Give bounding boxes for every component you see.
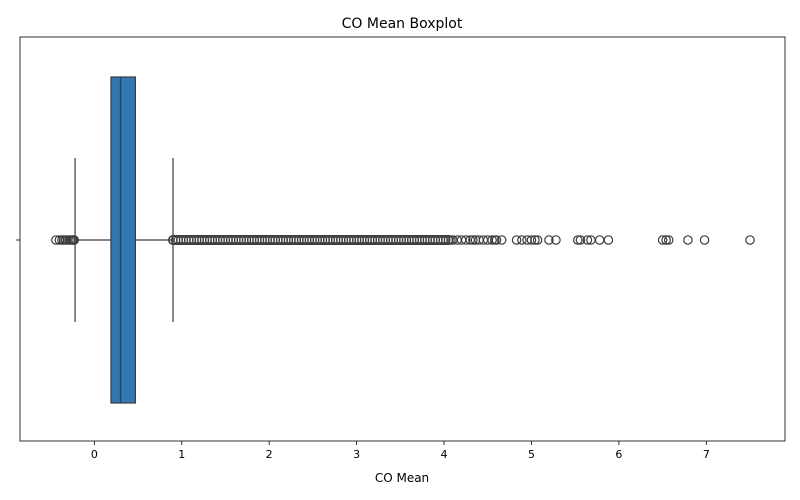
outlier-point	[551, 235, 561, 245]
chart-title: CO Mean Boxplot	[342, 16, 463, 32]
outlier-point	[491, 235, 502, 245]
x-axis-label: CO Mean	[375, 471, 429, 485]
outlier-point	[468, 235, 478, 245]
outlier-point	[526, 235, 537, 245]
outlier-point	[657, 235, 668, 245]
outlier-point	[496, 235, 507, 245]
outlier-point	[530, 235, 540, 245]
x-tick-label: 1	[178, 448, 185, 461]
x-tick-label: 6	[615, 448, 622, 461]
x-tick-label: 0	[91, 448, 98, 461]
outlier-point	[440, 235, 451, 245]
outlier-point	[594, 235, 605, 245]
outlier-point	[699, 235, 710, 245]
x-tick-label: 3	[353, 448, 360, 461]
outlier-point	[511, 235, 522, 245]
outliers	[51, 235, 755, 246]
outlier-point	[661, 235, 671, 245]
outlier-point	[582, 235, 593, 245]
outlier-point	[683, 235, 693, 245]
outlier-point	[487, 235, 497, 245]
plot-area	[19, 36, 786, 442]
x-tick-label: 7	[703, 448, 710, 461]
outlier-point	[603, 235, 614, 245]
outlier-point	[532, 235, 543, 245]
outlier-point	[572, 235, 583, 245]
x-tick-label: 2	[266, 448, 273, 461]
outlier-point	[69, 235, 80, 245]
outlier-point	[745, 235, 755, 245]
outlier-point	[461, 235, 471, 245]
outlier-point	[575, 235, 586, 245]
plot-layer	[51, 76, 755, 404]
outlier-point	[517, 235, 527, 245]
iqr-box	[110, 76, 137, 404]
x-tick-label: 5	[528, 448, 535, 461]
x-tick-label: 4	[441, 448, 448, 461]
outlier-point	[663, 235, 674, 245]
outlier-point	[544, 235, 554, 245]
x-axis: 0 1 2 3 4 5 6 7	[16, 239, 710, 461]
